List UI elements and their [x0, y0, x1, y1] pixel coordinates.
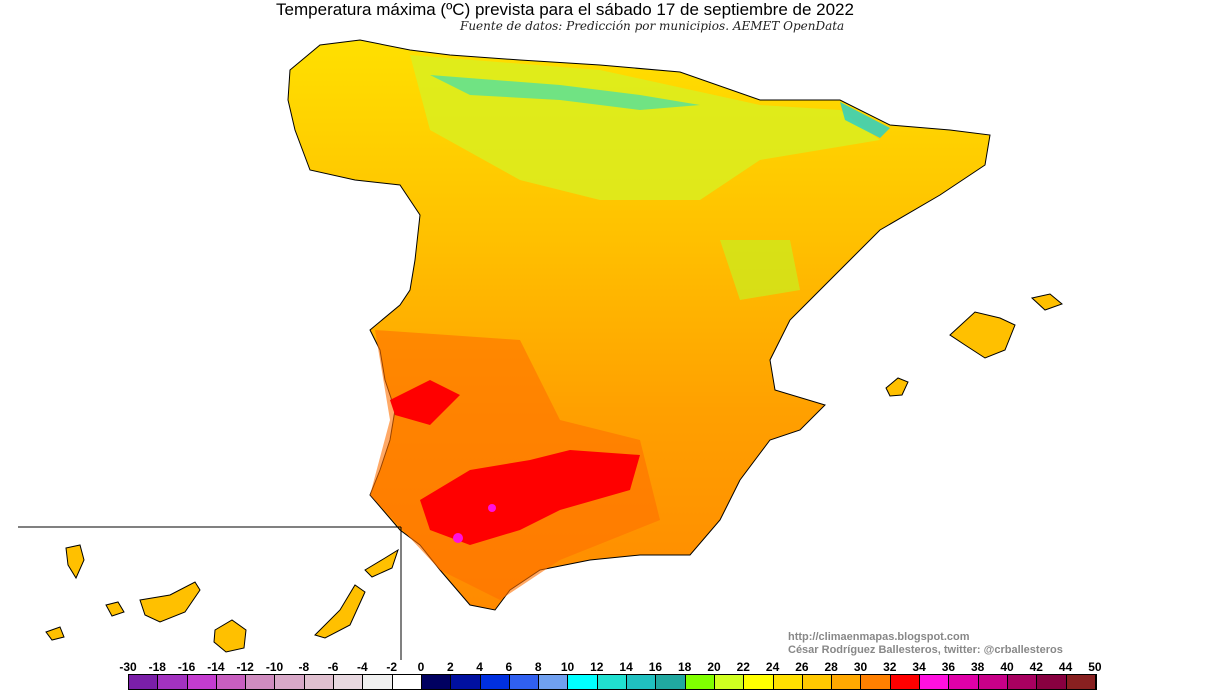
- island-menorca: [1030, 293, 1063, 311]
- legend-swatch: [158, 675, 188, 689]
- legend-label: 18: [678, 660, 692, 674]
- legend-swatch: [597, 675, 628, 689]
- legend-label: 0: [417, 660, 425, 674]
- legend-label: -18: [148, 660, 166, 674]
- island-el-hierro: [45, 626, 65, 641]
- hotspot-36: [453, 533, 463, 543]
- legend-label: 16: [648, 660, 663, 674]
- island-la-palma: [65, 544, 85, 580]
- legend-swatch: [890, 675, 921, 689]
- island-tenerife: [139, 581, 201, 623]
- legend-swatch: [744, 675, 774, 689]
- legend-label: 50: [1088, 660, 1102, 674]
- legend-label: 38: [971, 660, 985, 674]
- legend-label: 30: [853, 660, 868, 674]
- hotspot-36: [488, 504, 496, 512]
- legend-swatch: [861, 675, 891, 689]
- legend-label: -2: [386, 660, 398, 674]
- legend-labels: -30 -18 -16 -14 -12 -10 -8 -6 -4 -2 0 2 4 6 8 10 12 14 16 1…: [114, 660, 1114, 674]
- cantabrian-mountains-cold: [430, 75, 700, 110]
- legend-swatch: [216, 675, 247, 689]
- legend-label: 4: [476, 660, 483, 674]
- legend-label: 36: [941, 660, 956, 674]
- legend-swatch: [334, 675, 364, 689]
- legend-swatch: [920, 675, 950, 689]
- map-title: Temperatura máxima (ºC) prevista para el…: [276, 0, 854, 19]
- legend-label: 26: [795, 660, 809, 674]
- legend-swatch: [392, 675, 422, 689]
- legend-swatch: [539, 675, 569, 689]
- legend-swatch: [802, 675, 833, 689]
- legend-swatch: [246, 675, 276, 689]
- legend-label: 20: [707, 660, 721, 674]
- legend-label: 44: [1058, 660, 1073, 674]
- legend-swatch: [1066, 675, 1096, 689]
- island-mallorca: [949, 311, 1016, 359]
- guadiana-hot-zone: [390, 380, 460, 425]
- legend-label: 24: [765, 660, 780, 674]
- legend-swatch: [685, 675, 715, 689]
- legend-label: 32: [883, 660, 897, 674]
- legend-label: 14: [619, 660, 633, 674]
- legend-label: -8: [298, 660, 310, 674]
- guadalquivir-hot-zone: [420, 450, 640, 545]
- legend-label: -30: [119, 660, 137, 674]
- legend-swatch: [656, 675, 686, 689]
- legend-swatch: [568, 675, 598, 689]
- island-la-gomera: [105, 601, 125, 617]
- legend-label: -4: [357, 660, 368, 674]
- iberian-system-cool: [720, 240, 800, 300]
- legend-label: 12: [590, 660, 604, 674]
- legend-swatch: [949, 675, 979, 689]
- legend-swatch: [978, 675, 1008, 689]
- legend-label: 22: [736, 660, 750, 674]
- legend-swatch: [363, 675, 393, 689]
- legend-swatch: [714, 675, 745, 689]
- legend-swatch: [304, 675, 335, 689]
- legend-swatch: [1037, 675, 1067, 689]
- island-lanzarote: [364, 548, 399, 578]
- legend-swatch: [187, 675, 217, 689]
- island-ibiza: [885, 377, 909, 397]
- pyrenees-cold: [840, 102, 890, 138]
- legend-swatch: [627, 675, 657, 689]
- legend-label: 34: [912, 660, 926, 674]
- legend-swatch: [129, 675, 159, 689]
- legend-label: 2: [446, 660, 454, 674]
- color-legend: [128, 674, 1097, 690]
- legend-swatch: [421, 675, 452, 689]
- legend-label: 28: [824, 660, 838, 674]
- legend-swatch: [509, 675, 540, 689]
- author-credit: César Rodríguez Ballesteros, twitter: @c…: [788, 644, 1063, 656]
- island-fuerteventura: [314, 584, 366, 639]
- legend-label: -10: [265, 660, 284, 674]
- legend-label: 10: [560, 660, 575, 674]
- legend-label: -14: [207, 660, 225, 674]
- island-gran-canaria: [213, 619, 247, 653]
- map-subtitle: Fuente de datos: Predicción por municipi…: [460, 19, 845, 33]
- legend-swatch: [480, 675, 510, 689]
- legend-label: -12: [236, 660, 254, 674]
- legend-label: -16: [177, 660, 196, 674]
- legend-label: 6: [505, 660, 513, 674]
- legend-label: 40: [1000, 660, 1014, 674]
- legend-swatch: [773, 675, 803, 689]
- legend-label: 42: [1029, 660, 1043, 674]
- blog-url: http://climaenmapas.blogspot.com: [788, 631, 970, 643]
- legend-swatch: [451, 675, 481, 689]
- legend-label: -6: [327, 660, 339, 674]
- legend-label: 8: [534, 660, 542, 674]
- legend-swatch: [275, 675, 305, 689]
- legend-swatch: [1007, 675, 1038, 689]
- legend-swatch: [832, 675, 862, 689]
